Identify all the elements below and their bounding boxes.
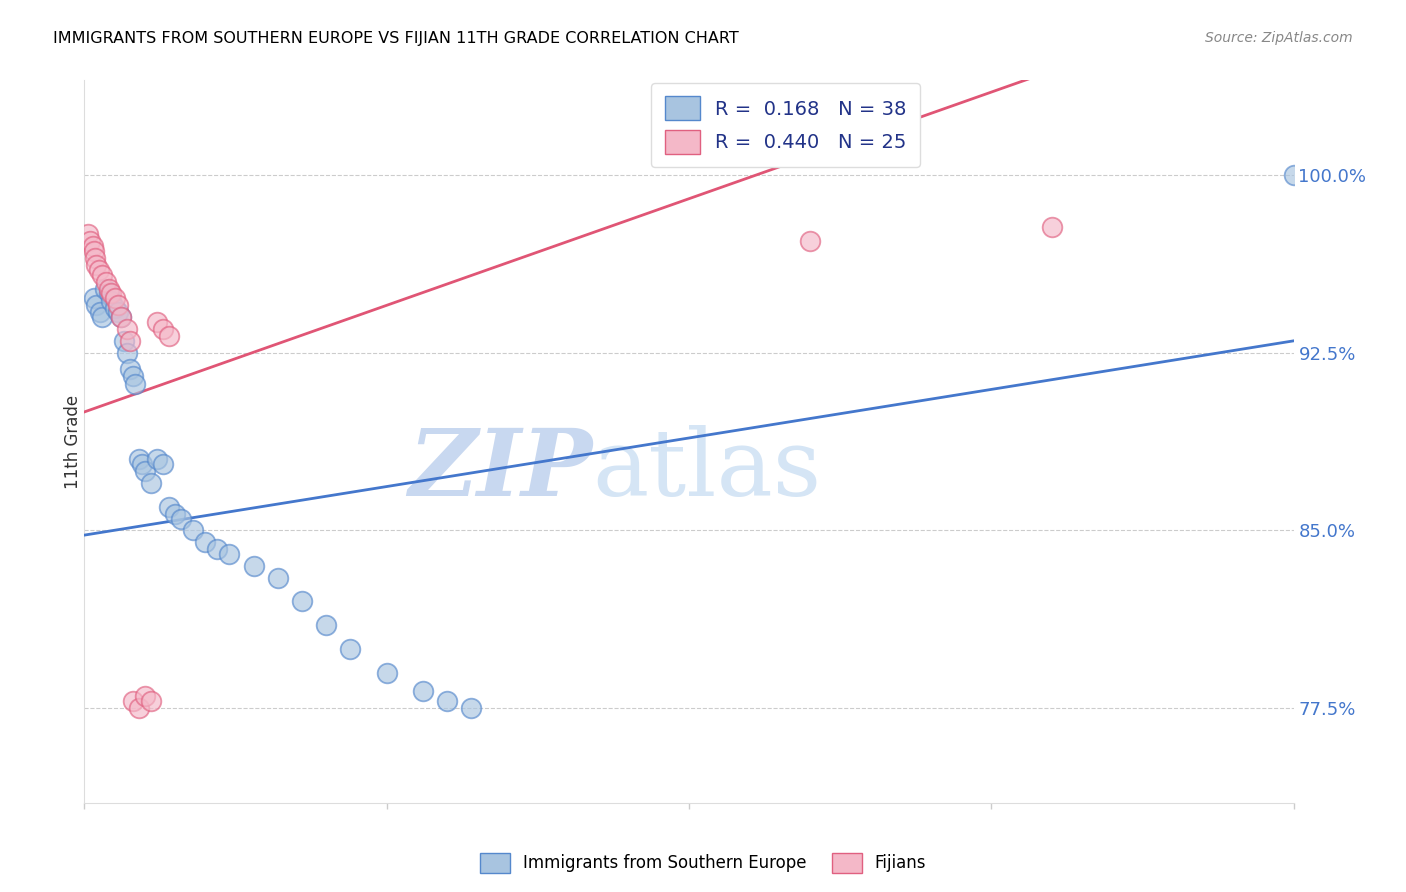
Point (86, 298, 108, 312)
Point (79, 235, 101, 249)
Point (412, 684, 434, 698)
Point (170, 511, 193, 525)
Point (1040, 220, 1063, 235)
Point (120, 362, 142, 376)
Point (110, 310, 132, 325)
Point (218, 547, 240, 561)
Point (165, 507, 187, 521)
Point (267, 571, 290, 585)
Point (86, 258, 108, 272)
Point (152, 322, 174, 336)
Point (436, 694, 458, 708)
Point (242, 558, 264, 573)
Point (104, 291, 127, 305)
Point (84, 251, 107, 265)
Point (194, 535, 217, 549)
Text: ZIP: ZIP (408, 425, 592, 516)
Text: atlas: atlas (592, 425, 821, 516)
Point (146, 452, 169, 467)
Point (124, 376, 146, 391)
Legend: R =  0.168   N = 38, R =  0.440   N = 25: R = 0.168 N = 38, R = 0.440 N = 25 (651, 83, 921, 167)
Point (121, 694, 143, 708)
Text: Source: ZipAtlas.com: Source: ZipAtlas.com (1205, 31, 1353, 45)
Point (799, 235, 821, 249)
Point (104, 301, 127, 315)
Point (91, 310, 114, 325)
Point (100, 293, 122, 308)
Point (100, 286, 122, 301)
Point (1282, 168, 1305, 182)
Point (94, 282, 117, 296)
Point (115, 345, 138, 359)
Point (83, 244, 105, 258)
Y-axis label: 11th Grade: 11th Grade (65, 394, 82, 489)
Point (89, 305, 111, 319)
Point (146, 315, 169, 329)
Point (128, 452, 150, 467)
Point (97, 282, 120, 296)
Point (157, 500, 180, 514)
Point (207, 542, 229, 557)
Point (97, 286, 120, 301)
Point (157, 329, 180, 343)
Point (375, 665, 398, 680)
Point (291, 594, 314, 608)
Point (110, 310, 132, 325)
Point (120, 334, 142, 348)
Point (134, 464, 156, 478)
Point (139, 475, 162, 490)
Point (77, 227, 100, 242)
Point (94, 275, 117, 289)
Point (152, 457, 174, 471)
Point (82, 239, 104, 253)
Point (139, 694, 162, 708)
Point (107, 305, 129, 319)
Point (121, 369, 143, 384)
Point (181, 524, 204, 538)
Point (115, 322, 138, 336)
Point (83, 291, 105, 305)
Point (112, 334, 135, 348)
Point (460, 701, 482, 715)
Legend: Immigrants from Southern Europe, Fijians: Immigrants from Southern Europe, Fijians (472, 847, 934, 880)
Point (134, 689, 156, 703)
Point (107, 298, 129, 312)
Point (339, 641, 361, 656)
Point (91, 268, 114, 282)
Point (131, 457, 153, 471)
Point (315, 618, 337, 632)
Point (128, 701, 150, 715)
Text: IMMIGRANTS FROM SOUTHERN EUROPE VS FIJIAN 11TH GRADE CORRELATION CHART: IMMIGRANTS FROM SOUTHERN EUROPE VS FIJIA… (53, 31, 740, 46)
Point (87, 262, 110, 277)
